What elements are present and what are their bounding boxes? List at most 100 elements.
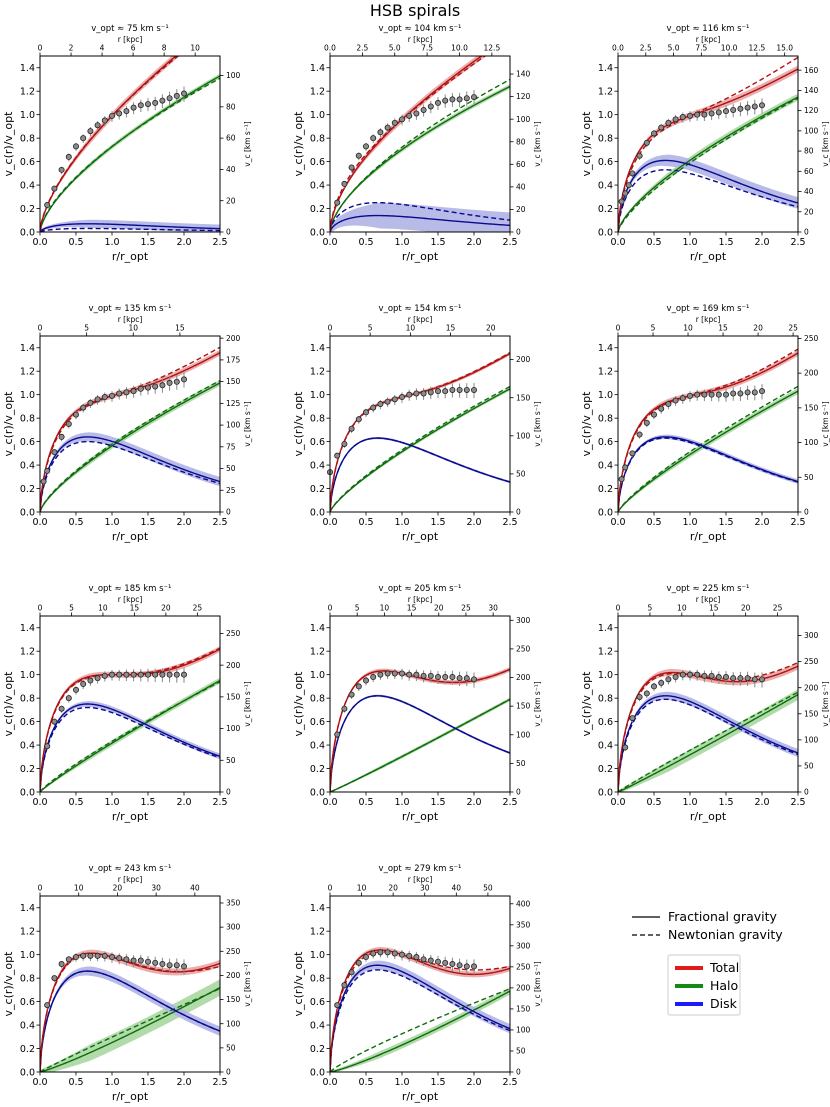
data-point	[622, 744, 629, 751]
data-point	[737, 675, 744, 682]
data-point	[618, 198, 625, 205]
data-point	[58, 166, 65, 173]
data-point	[334, 199, 341, 206]
y-tick-label: 0.4	[20, 1020, 35, 1031]
right-tick-label: 100	[516, 431, 531, 440]
total-fractional-line	[618, 68, 798, 232]
data-point	[708, 672, 715, 679]
right-tick-label: 200	[226, 334, 241, 343]
y-tick-label: 0.8	[310, 413, 325, 424]
legend-newtonian-label: Newtonian gravity	[668, 927, 783, 942]
data-point	[348, 691, 355, 698]
panel-5-axes: 0.0 0.5 1.0 1.5 2.0 2.5 0.0 0.2 0.4 0.6 0.8 1.0 1.2 1…	[310, 324, 531, 529]
data-point	[130, 388, 137, 395]
y-tick-label: 0.6	[20, 717, 35, 728]
data-point	[694, 391, 701, 398]
top-tick-label: 6	[131, 44, 136, 53]
top-tick-label: 15	[407, 604, 417, 613]
top-tick-label: 15	[130, 604, 140, 613]
data-point	[665, 119, 672, 126]
data-point	[58, 961, 65, 968]
panel-2: 0.0 0.5 1.0 1.5 2.0 2.5 0.0 0.2 0.4 0.6 0.8 1.0 1.2 1…	[292, 24, 542, 263]
y-axis-label: v_c(r)/v_opt	[580, 671, 593, 737]
y-tick-label: 0.8	[310, 973, 325, 984]
disk-newtonian-line	[40, 227, 220, 232]
top-tick-label: 0	[38, 604, 43, 613]
panel-10-data-points	[44, 951, 187, 1009]
right-tick-label: 300	[804, 631, 819, 640]
x-tick-label: 0.5	[358, 1077, 373, 1088]
total-fractional-line	[618, 665, 798, 792]
top-tick-label: 5	[84, 324, 89, 333]
data-point	[144, 671, 151, 678]
halo-band	[40, 979, 220, 1072]
data-point	[730, 106, 737, 113]
y-axis-label: v_c(r)/v_opt	[2, 951, 15, 1017]
disk-fractional-line	[330, 214, 510, 232]
panel-frame	[329, 55, 511, 233]
panel-3-axes: 0.0 0.5 1.0 1.5 2.0 2.5 0.0 0.2 0.4 0.6 0.8 1.0 1.2 1…	[598, 44, 819, 249]
data-point	[334, 1002, 341, 1009]
data-point	[665, 401, 672, 408]
halo-newtonian-line	[330, 988, 510, 1072]
x-tick-label: 0.0	[322, 797, 337, 808]
y-tick-label: 1.2	[598, 647, 613, 658]
x-tick-label: 2.5	[502, 237, 517, 248]
data-point	[109, 112, 116, 119]
data-point	[51, 449, 58, 456]
data-point	[427, 957, 434, 964]
top-axis-label: r [kpc]	[408, 595, 433, 604]
panel-8-curves	[330, 666, 510, 792]
data-point	[759, 676, 766, 683]
x-tick-label: 0.5	[646, 237, 661, 248]
y-tick-label: 0.2	[20, 204, 35, 215]
data-point	[159, 961, 166, 968]
disk-fractional-line	[40, 223, 220, 232]
data-point	[434, 958, 441, 965]
x-tick-label: 2.5	[502, 797, 517, 808]
data-point	[377, 949, 384, 956]
panel-9: 0.0 0.5 1.0 1.5 2.0 2.5 0.0 0.2 0.4 0.6 0.8 1.0 1.2 1…	[580, 584, 830, 823]
x-tick-label: 0.5	[646, 797, 661, 808]
y-tick-label: 1.2	[310, 87, 325, 98]
x-tick-label: 1.5	[718, 517, 733, 528]
x-tick-label: 2.5	[790, 517, 805, 528]
data-point	[744, 389, 751, 396]
x-axis-label: r/r_opt	[112, 810, 149, 823]
right-tick-label: 250	[804, 334, 819, 343]
y-tick-label: 1.4	[20, 623, 35, 634]
x-tick-label: 1.0	[104, 517, 119, 528]
data-point	[715, 391, 722, 398]
y-tick-label: 0.4	[20, 740, 35, 751]
disk-newtonian-line	[330, 201, 510, 232]
data-point	[420, 956, 427, 963]
y-tick-label: 1.4	[310, 343, 325, 354]
y-tick-label: 1.2	[310, 367, 325, 378]
data-point	[434, 674, 441, 681]
y-tick-label: 0.0	[310, 507, 325, 518]
top-tick-label: 15	[709, 604, 719, 613]
data-point	[87, 128, 94, 135]
top-tick-label: 0	[38, 324, 43, 333]
right-tick-label: 120	[804, 106, 819, 115]
data-point	[94, 122, 101, 129]
data-point	[51, 975, 58, 982]
total-band	[618, 662, 798, 792]
y-tick-label: 0.8	[20, 973, 35, 984]
total-fractional-line	[40, 352, 220, 512]
data-point	[94, 952, 101, 959]
data-point	[334, 731, 341, 738]
data-point	[137, 385, 144, 392]
data-point	[665, 676, 672, 683]
data-point	[370, 135, 377, 142]
x-tick-label: 0.5	[358, 237, 373, 248]
total-newtonian-line	[40, 346, 220, 512]
y-tick-label: 0.6	[20, 437, 35, 448]
x-tick-label: 1.5	[140, 517, 155, 528]
panel-1: 0.0 0.5 1.0 1.5 2.0 2.5 0.0 0.2 0.4 0.6 0.8 1.0 1.2 1…	[2, 24, 252, 263]
top-tick-label: 5	[69, 604, 74, 613]
x-tick-label: 0.5	[358, 797, 373, 808]
panel-title: v_opt ≈ 154 km s⁻¹	[379, 304, 462, 314]
y-tick-label: 0.0	[310, 1067, 325, 1078]
y-tick-label: 0.2	[598, 764, 613, 775]
